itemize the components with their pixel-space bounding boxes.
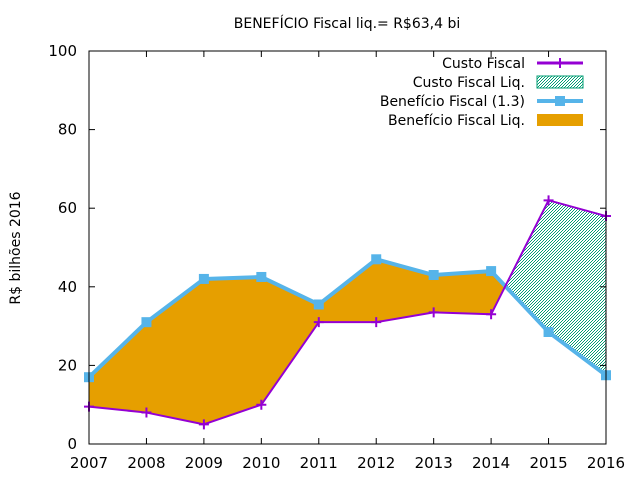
x-tick-label-2008: 2008 (127, 454, 165, 472)
legend-label-beneficio-fiscal: Benefício Fiscal (1.3) (380, 94, 525, 110)
beneficio-fiscal-point-2009 (198, 273, 209, 284)
custo-fiscal-point-2012 (371, 317, 382, 328)
y-tick-label-20: 20 (58, 356, 77, 374)
custo-fiscal-line (88, 199, 607, 426)
legend-label-custo-fiscal-liq: Custo Fiscal Liq. (413, 75, 525, 91)
beneficio-fiscal-point-2015 (543, 326, 554, 337)
custo-fiscal-point-2008 (141, 407, 152, 418)
custo-fiscal-point-2009 (198, 419, 209, 430)
y-tick-label-80: 80 (58, 121, 77, 139)
series-lines (87, 199, 608, 426)
custo-fiscal-point-2013 (428, 307, 439, 318)
y-tick-label-40: 40 (58, 278, 77, 296)
fill-custo-fiscal-liq-1 (504, 199, 607, 377)
beneficio-fiscal-point-2010 (256, 271, 267, 282)
x-tick-label-2015: 2015 (529, 454, 567, 472)
legend-marker-beneficio-fiscal (555, 96, 565, 106)
y-tick-label-100: 100 (48, 42, 77, 60)
x-tick-label-2009: 2009 (185, 454, 223, 472)
plot-frame (88, 50, 607, 445)
beneficio-fiscal-line (87, 257, 608, 379)
y-tick-label-0: 0 (67, 435, 77, 453)
chart-title: BENEFÍCIO Fiscal liq.= R$63,4 bi (234, 15, 461, 32)
custo-fiscal-point-2015 (543, 195, 554, 206)
custo-fiscal-point-2010 (256, 399, 267, 410)
x-tick-label-2007: 2007 (70, 454, 108, 472)
legend-label-custo-fiscal: Custo Fiscal (442, 56, 525, 72)
legend-swatch-custo-fiscal-liq (536, 75, 584, 89)
y-axis-label: R$ bilhões 2016 (8, 191, 24, 304)
x-tick-label-2013: 2013 (415, 454, 453, 472)
legend-label-beneficio-fiscal-liq: Benefício Fiscal Liq. (388, 113, 525, 129)
custo-fiscal-point-2011 (313, 317, 324, 328)
beneficio-fiscal-point-2014 (486, 266, 497, 277)
y-axis-ticks: 0 20 40 60 80 100 (48, 42, 606, 453)
legend-marker-custo-fiscal (555, 58, 565, 68)
custo-fiscal-point-2014 (486, 309, 497, 320)
beneficio-fiscal-point-2013 (428, 270, 439, 281)
x-tick-label-2012: 2012 (357, 454, 395, 472)
fill-beneficio-fiscal-liq-0 (89, 259, 506, 425)
x-tick-label-2011: 2011 (300, 454, 338, 472)
y-tick-label-60: 60 (58, 199, 77, 217)
x-tick-label-2010: 2010 (242, 454, 280, 472)
beneficio-fiscal-point-2008 (141, 317, 152, 328)
x-axis-ticks: 2007 2008 2009 2010 2011 2012 2013 2014 2015 2016 (70, 51, 625, 472)
x-tick-label-2016: 2016 (587, 454, 625, 472)
legend-swatch-beneficio-fiscal-liq (537, 114, 583, 126)
beneficio-fiscal-point-2012 (371, 254, 382, 265)
legend: Custo Fiscal Custo Fiscal Liq. Benefício F… (380, 56, 584, 129)
x-tick-label-2014: 2014 (472, 454, 510, 472)
beneficio-fiscal-point-2011 (313, 299, 324, 310)
